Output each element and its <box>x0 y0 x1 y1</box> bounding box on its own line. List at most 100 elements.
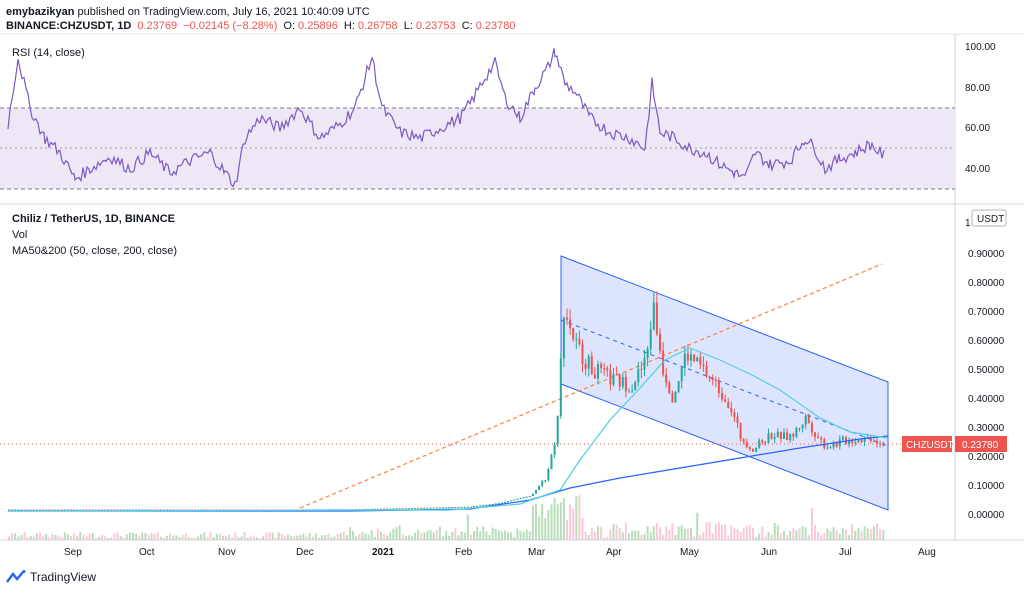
volume-bar <box>240 536 243 540</box>
candle-body <box>389 508 392 510</box>
volume-bar <box>268 532 271 540</box>
volume-bar <box>584 531 587 540</box>
candle-body <box>767 433 770 443</box>
volume-bar <box>519 531 522 540</box>
volume-bar <box>358 534 361 540</box>
volume-bar <box>14 533 17 540</box>
volume-bar <box>398 525 401 540</box>
candle-body <box>702 364 705 366</box>
dashed-trend-line[interactable] <box>299 263 883 509</box>
volume-bar <box>330 537 333 540</box>
volume-bar <box>178 537 181 540</box>
volume-bar <box>454 528 457 540</box>
candle-body <box>674 391 677 403</box>
volume-bar <box>318 537 320 540</box>
volume-bar <box>538 516 541 540</box>
volume-bar <box>550 504 553 540</box>
rsi-tick: 100.00 <box>965 42 996 53</box>
candle-body <box>91 509 94 511</box>
volume-bar <box>414 532 417 540</box>
volume-bar <box>23 532 26 540</box>
candle-body <box>752 449 754 452</box>
price-chart[interactable]: RSI (14, close) 100.00 80.00 60.00 40.00… <box>0 0 1024 565</box>
volume-bar <box>575 496 578 540</box>
currency-badge[interactable] <box>971 209 1007 227</box>
candle-body <box>581 344 584 365</box>
candle-body <box>141 509 144 511</box>
volume-bar <box>283 536 286 540</box>
candle-body <box>138 509 141 511</box>
candle-body <box>104 509 107 511</box>
published-text: published on TradingView.com, July 16, 2… <box>77 6 370 18</box>
volume-bar <box>277 532 280 540</box>
volume-bar <box>792 528 795 540</box>
candle-body <box>705 365 708 377</box>
volume-bar <box>116 532 119 540</box>
volume-bar <box>522 531 525 540</box>
volume-bar <box>32 536 35 540</box>
volume-bar <box>51 534 54 540</box>
volume-bar <box>488 535 491 540</box>
volume-bar <box>531 505 534 540</box>
low-label: L: <box>403 20 413 32</box>
candle-body <box>361 509 364 511</box>
volume-bar <box>631 530 634 540</box>
candle-body <box>364 509 367 511</box>
candle-body <box>550 454 553 469</box>
candle-body <box>159 509 162 511</box>
candle-body <box>150 509 153 511</box>
time-tick: Dec <box>296 547 314 558</box>
candle-body <box>690 354 692 361</box>
volume-bar <box>686 528 689 540</box>
volume-bar <box>742 527 745 540</box>
candle-body <box>420 507 423 509</box>
candle-body <box>473 506 475 508</box>
volume-bar <box>876 523 878 540</box>
candle-body <box>519 498 522 500</box>
candle-body <box>94 509 97 511</box>
volume-bar <box>132 532 134 540</box>
volume-bar <box>804 527 807 540</box>
volume-bar <box>553 497 556 540</box>
volume-bar <box>556 504 559 540</box>
volume-bar <box>578 495 581 540</box>
volume-bar <box>562 498 565 540</box>
rsi-tick: 40.00 <box>965 164 990 175</box>
volume-bar <box>628 533 630 540</box>
candle-body <box>761 440 764 443</box>
candle-body <box>411 508 413 510</box>
volume-bar <box>866 528 869 540</box>
last-price-badge <box>955 436 1007 452</box>
candle-body <box>525 496 528 498</box>
volume-bar <box>364 533 367 540</box>
rsi-line <box>7 48 885 188</box>
volume-bar <box>680 525 683 540</box>
volume-bar <box>435 529 438 540</box>
volume-bar <box>494 528 497 540</box>
volume-bar <box>246 537 249 540</box>
candle-body <box>841 437 844 440</box>
candle-body <box>699 357 702 365</box>
candle-body <box>541 481 544 486</box>
volume-bar <box>587 534 590 540</box>
volume-bar <box>370 529 373 540</box>
volume-bar <box>141 532 144 540</box>
volume-bar <box>54 535 57 540</box>
volume-bar <box>426 530 429 540</box>
volume-bar <box>618 528 621 540</box>
channel-midline <box>560 319 889 447</box>
candle-body <box>553 444 556 455</box>
volume-bar <box>655 523 658 540</box>
volume-bar <box>463 532 466 540</box>
candle-body <box>29 509 32 511</box>
candle-body <box>153 509 156 511</box>
candle-body <box>569 319 572 329</box>
candle-body <box>590 356 593 375</box>
candle-body <box>417 507 420 509</box>
candle-body <box>373 508 376 510</box>
candle-body <box>522 497 525 499</box>
candle-body <box>795 428 798 437</box>
candle-body <box>175 509 178 511</box>
candle-body <box>618 374 621 387</box>
candle-body <box>479 505 482 507</box>
